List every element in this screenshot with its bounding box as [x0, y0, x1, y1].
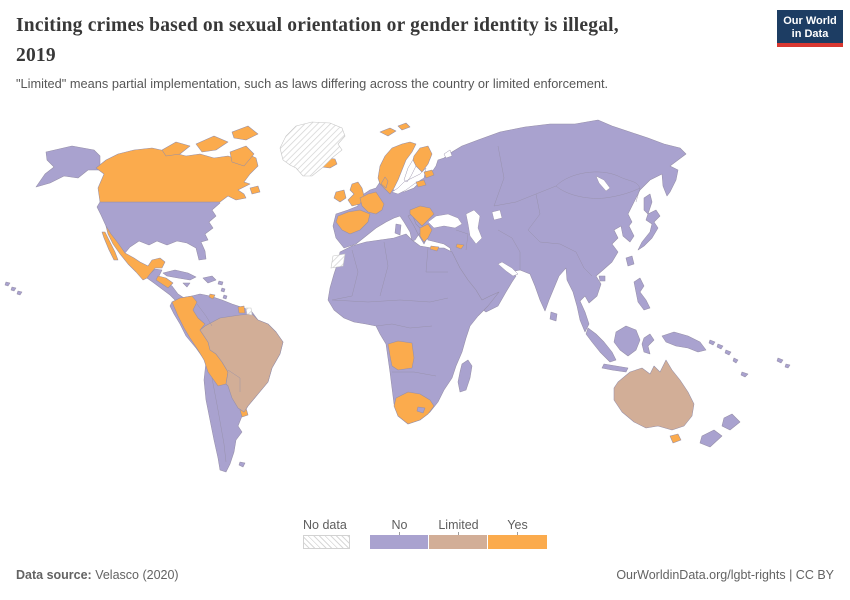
- legend-tick-limited: [458, 531, 459, 536]
- chart-footer: Data source: Velasco (2020) OurWorldinDa…: [0, 568, 850, 582]
- legend-tick-no: [399, 531, 400, 536]
- legend-swatch-limited[interactable]: [429, 535, 488, 549]
- world-choropleth-map[interactable]: [0, 110, 850, 515]
- map-region-balkans[interactable]: [409, 205, 435, 227]
- legend-swatch-no-data[interactable]: [303, 535, 350, 549]
- title-line-2: 2019: [16, 45, 56, 66]
- map-region-angola[interactable]: [387, 340, 415, 371]
- legend-tick-yes: [517, 531, 518, 536]
- map-region-greenland[interactable]: [279, 121, 346, 177]
- map-region-hispaniola[interactable]: [202, 275, 217, 284]
- map-region-denmark[interactable]: [380, 176, 389, 189]
- persian-gulf: [497, 261, 519, 277]
- map-region-eurasia[interactable]: [332, 119, 687, 333]
- caspian-sea: [465, 209, 483, 245]
- page-subtitle: "Limited" means partial implementation, …: [16, 76, 609, 91]
- map-region-hawaii[interactable]: [4, 281, 23, 296]
- license-label: CC BY: [795, 568, 834, 582]
- map-region-greece[interactable]: [419, 223, 433, 243]
- map-region-tasmania[interactable]: [669, 433, 682, 444]
- data-source-label: Data source:: [16, 568, 92, 582]
- map-region-japan[interactable]: [637, 209, 661, 251]
- owid-logo[interactable]: Our World in Data: [777, 10, 843, 47]
- map-region-jamaica[interactable]: [182, 282, 191, 288]
- map-region-south-africa[interactable]: [393, 391, 435, 425]
- legend-label-no: No: [391, 518, 408, 532]
- map-legend: No data No Limited Yes: [0, 518, 850, 552]
- owid-logo-text: Our World in Data: [783, 15, 837, 40]
- owid-url-link[interactable]: OurWorldinData.org/lgbt-rights: [616, 568, 786, 582]
- footer-separator: |: [785, 568, 796, 582]
- title-line-1: Inciting crimes based on sexual orientat…: [16, 15, 619, 36]
- map-regions-yes[interactable]: [95, 122, 682, 444]
- map-region-falkland-islands[interactable]: [238, 461, 246, 468]
- aral-sea: [491, 209, 503, 221]
- legend-label-no-data: No data: [303, 518, 347, 532]
- map-region-lesser-antilles[interactable]: [217, 280, 228, 300]
- map-region-newfoundland[interactable]: [249, 185, 261, 195]
- map-region-sakhalin[interactable]: [643, 193, 653, 215]
- map-region-crete-cyprus[interactable]: [429, 243, 465, 252]
- black-sea: [427, 213, 463, 229]
- map-region-iberia[interactable]: [335, 209, 371, 235]
- map-region-borneo[interactable]: [613, 325, 641, 357]
- map-region-pacific-islands[interactable]: [708, 339, 791, 378]
- map-region-hainan[interactable]: [598, 275, 606, 282]
- map-region-united-states[interactable]: [96, 196, 221, 261]
- page-title: Inciting crimes based on sexual orientat…: [16, 11, 766, 71]
- map-region-ireland[interactable]: [333, 189, 347, 203]
- map-region-alaska[interactable]: [35, 145, 101, 188]
- legend-swatch-no[interactable]: [370, 535, 429, 549]
- map-region-suriname[interactable]: [237, 305, 246, 314]
- lake-baikal: [595, 175, 611, 192]
- map-region-svalbard[interactable]: [379, 122, 411, 137]
- map-region-java[interactable]: [601, 363, 629, 373]
- map-region-sri-lanka[interactable]: [549, 311, 558, 322]
- map-region-united-kingdom[interactable]: [347, 181, 365, 207]
- legend-swatch-yes[interactable]: [488, 535, 547, 549]
- map-region-mexico[interactable]: [101, 225, 166, 281]
- map-region-baltic-states[interactable]: [415, 169, 435, 188]
- map-region-france[interactable]: [359, 191, 385, 215]
- map-region-brazil[interactable]: [199, 313, 284, 413]
- map-region-cuba[interactable]: [162, 269, 197, 281]
- map-regions-no-data[interactable]: [245, 121, 346, 316]
- data-source: Data source: Velasco (2020): [16, 568, 179, 582]
- map-regions-limited[interactable]: [199, 313, 695, 431]
- map-region-lesotho[interactable]: [416, 406, 426, 414]
- map-region-canadian-arctic-islands[interactable]: [161, 125, 259, 167]
- legend-label-yes: Yes: [507, 518, 528, 532]
- legend-label-limited: Limited: [438, 518, 479, 532]
- map-region-philippines[interactable]: [633, 277, 651, 311]
- map-region-french-guiana[interactable]: [245, 307, 253, 316]
- map-region-honduras[interactable]: [155, 275, 174, 289]
- map-region-taiwan[interactable]: [625, 255, 635, 267]
- map-region-trinidad[interactable]: [208, 293, 216, 300]
- country-borders: [196, 145, 641, 463]
- map-region-australia[interactable]: [613, 359, 695, 431]
- map-region-new-guinea[interactable]: [661, 331, 707, 353]
- owid-logo-red-bar: [777, 43, 843, 47]
- map-region-new-zealand[interactable]: [699, 413, 741, 448]
- white-sea: [443, 149, 453, 159]
- data-source-value: Velasco (2020): [91, 568, 179, 582]
- footer-credits: OurWorldinData.org/lgbt-rights | CC BY: [616, 568, 834, 582]
- map-region-western-sahara[interactable]: [330, 253, 346, 269]
- map-region-finland[interactable]: [412, 145, 433, 173]
- map-region-africa[interactable]: [327, 233, 500, 425]
- map-region-sumatra[interactable]: [585, 327, 617, 363]
- map-region-madagascar[interactable]: [457, 359, 473, 393]
- map-region-sulawesi[interactable]: [641, 333, 655, 355]
